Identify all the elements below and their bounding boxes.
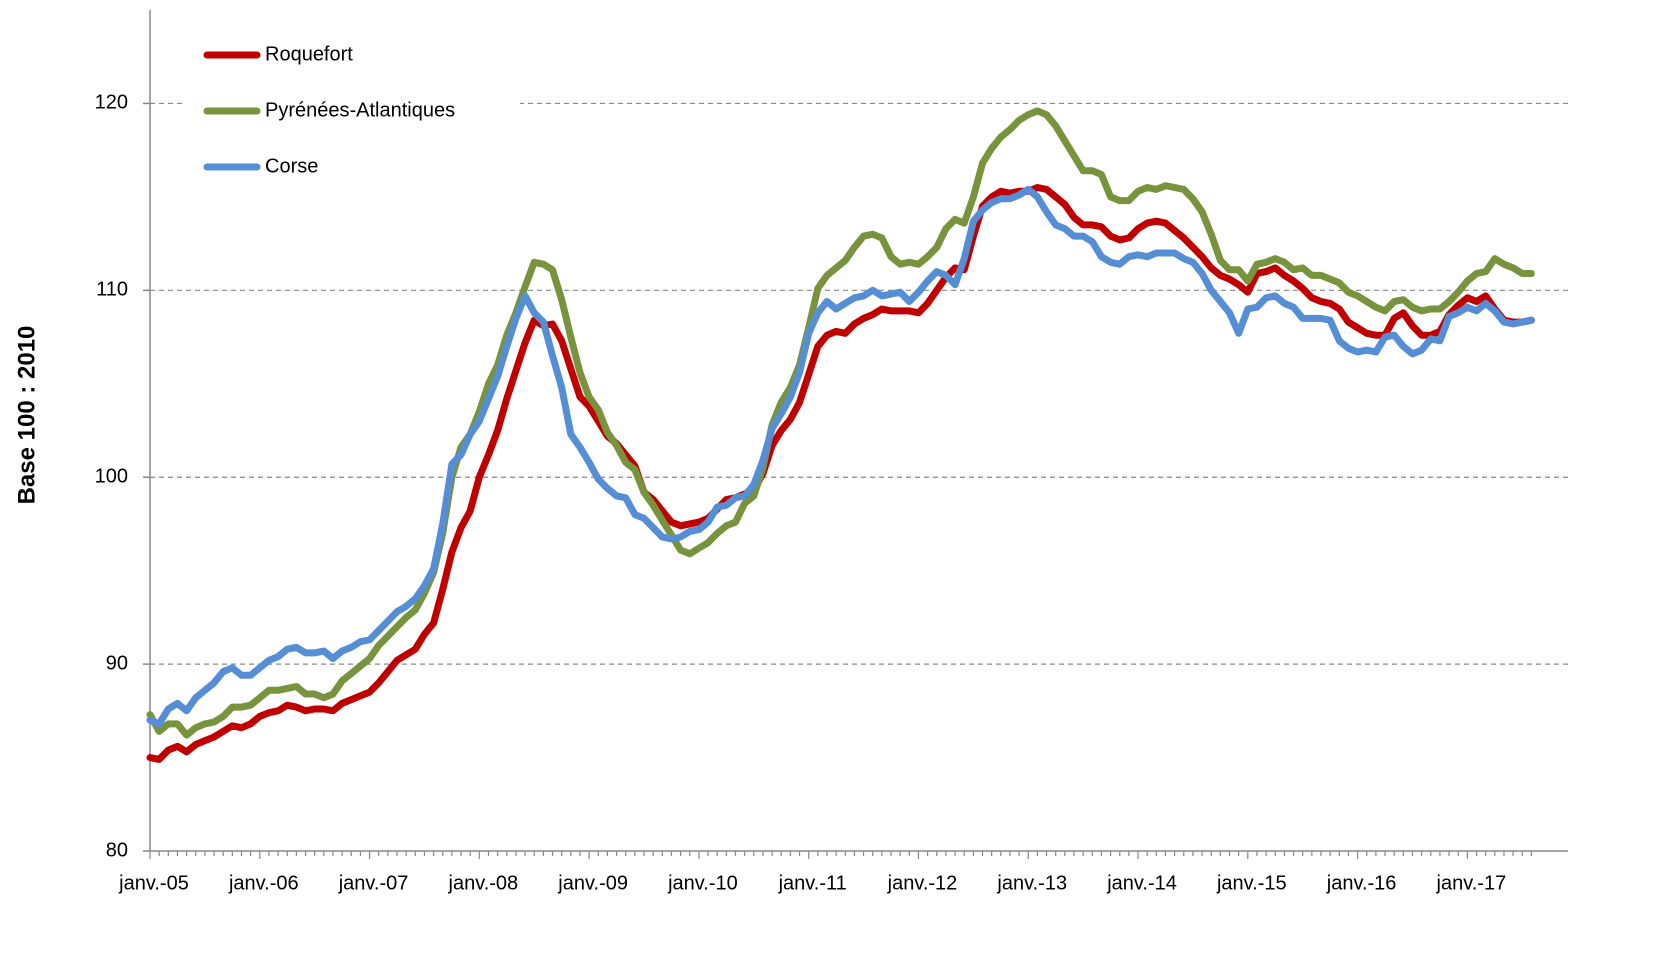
legend-label: Pyrénées-Atlantiques bbox=[265, 99, 455, 121]
x-tick-label: janv.-06 bbox=[228, 872, 299, 894]
series-line bbox=[146, 184, 1535, 763]
y-tick-label: 80 bbox=[106, 839, 128, 861]
legend-label: Corse bbox=[265, 155, 318, 177]
y-tick-label: 120 bbox=[95, 92, 128, 114]
x-tick-label: janv.-16 bbox=[1326, 872, 1397, 894]
x-tick-label: janv.-13 bbox=[996, 872, 1067, 894]
y-tick-label: 110 bbox=[96, 279, 128, 301]
x-tick-label: janv.-09 bbox=[557, 872, 628, 894]
y-axis-label: Base 100 : 2010 bbox=[13, 326, 40, 505]
x-tick-label: janv.-10 bbox=[667, 872, 738, 894]
series-line bbox=[146, 107, 1535, 739]
y-tick-label: 100 bbox=[95, 466, 128, 488]
series-line bbox=[146, 185, 1535, 728]
x-tick-label: janv.-08 bbox=[448, 872, 519, 894]
x-tick-label: janv.-17 bbox=[1436, 872, 1507, 894]
x-tick-label: janv.-05 bbox=[118, 872, 189, 894]
x-tick-label: janv.-07 bbox=[338, 872, 409, 894]
x-tick-label: janv.-12 bbox=[887, 872, 958, 894]
legend-label: Roquefort bbox=[265, 43, 353, 65]
x-tick-label: janv.-14 bbox=[1106, 872, 1177, 894]
x-tick-label: janv.-15 bbox=[1216, 872, 1287, 894]
x-tick-label: janv.-11 bbox=[778, 872, 847, 894]
y-tick-label: 90 bbox=[106, 652, 128, 674]
